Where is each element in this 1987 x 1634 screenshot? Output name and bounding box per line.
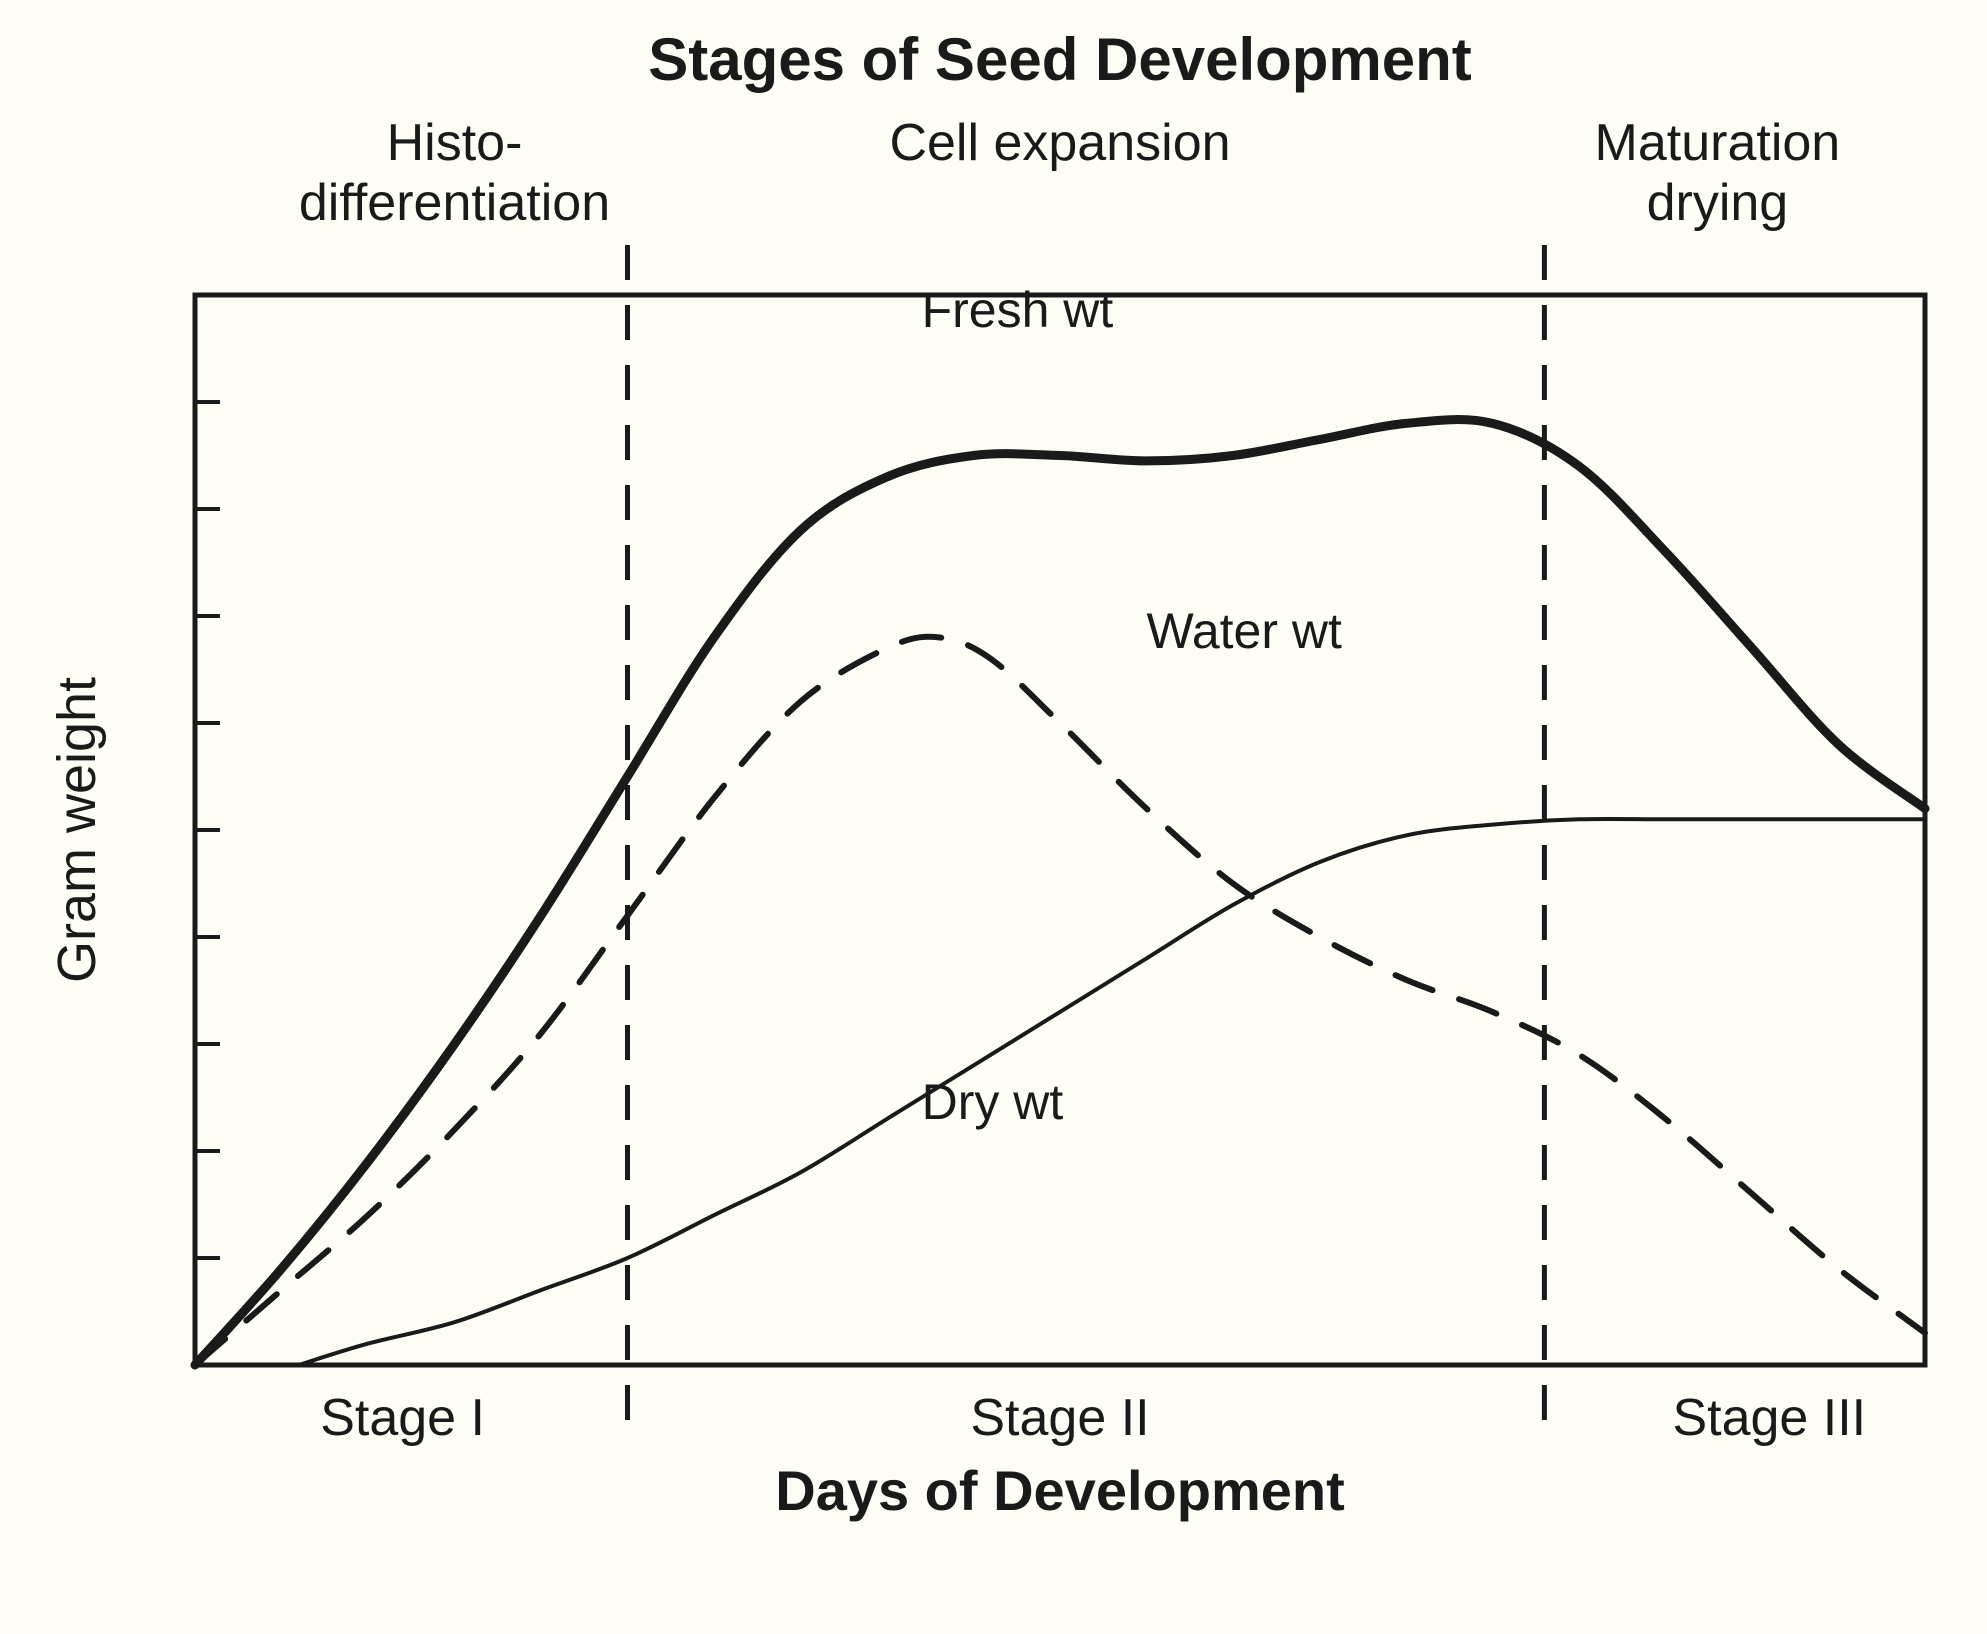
phase-label: differentiation <box>299 174 610 232</box>
series-label-dry_wt: Dry wt <box>922 1074 1064 1130</box>
phase-label: Cell expansion <box>889 114 1230 172</box>
seed-development-chart: Stages of Seed Development Histo-differen… <box>0 0 1987 1634</box>
phase-label: drying <box>1647 174 1789 232</box>
stage-label: Stage III <box>1672 1389 1866 1447</box>
series-label-water_wt: Water wt <box>1147 603 1342 659</box>
stage-label: Stage I <box>320 1389 485 1447</box>
y-axis-label: Gram weight <box>47 677 107 983</box>
chart-title: Stages of Seed Development <box>648 26 1472 93</box>
phase-label: Maturation <box>1595 114 1841 172</box>
phase-label: Histo- <box>387 114 523 172</box>
chart-container: Stages of Seed Development Histo-differen… <box>0 0 1987 1634</box>
x-axis-label: Days of Development <box>775 1459 1345 1522</box>
series-label-fresh_wt: Fresh wt <box>922 282 1114 338</box>
stage-label: Stage II <box>970 1389 1149 1447</box>
